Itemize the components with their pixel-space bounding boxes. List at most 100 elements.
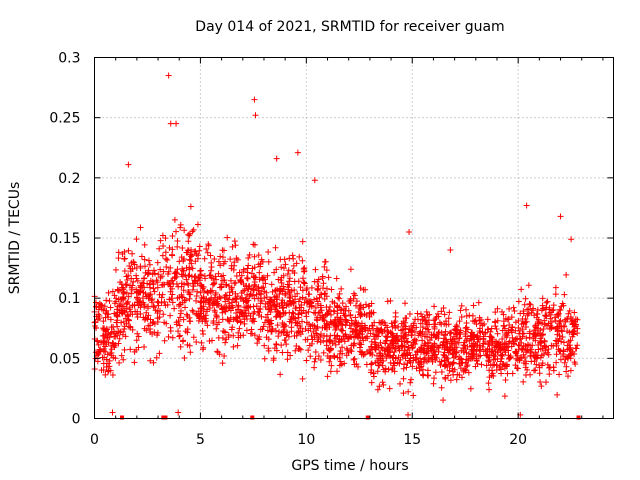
data-point bbox=[115, 249, 122, 256]
data-point bbox=[196, 243, 203, 250]
data-point bbox=[245, 255, 252, 262]
data-point bbox=[266, 323, 273, 330]
data-point bbox=[419, 313, 426, 320]
data-point bbox=[219, 277, 226, 284]
data-point bbox=[182, 272, 189, 279]
data-point bbox=[536, 362, 543, 369]
data-point bbox=[477, 346, 484, 353]
data-point bbox=[338, 327, 345, 334]
data-point bbox=[423, 308, 430, 315]
data-point bbox=[553, 359, 560, 366]
data-point bbox=[308, 332, 315, 339]
data-point bbox=[168, 251, 175, 258]
data-point bbox=[458, 302, 465, 309]
data-point bbox=[233, 296, 240, 303]
data-point bbox=[560, 339, 567, 346]
data-point bbox=[325, 345, 332, 352]
data-point bbox=[265, 347, 272, 354]
data-point bbox=[492, 309, 499, 316]
data-point bbox=[431, 317, 438, 324]
data-point bbox=[281, 321, 288, 328]
data-point bbox=[95, 311, 102, 318]
data-point bbox=[183, 265, 190, 272]
data-point bbox=[258, 256, 265, 263]
data-point bbox=[571, 324, 578, 331]
data-point bbox=[516, 330, 523, 337]
data-point bbox=[442, 362, 449, 369]
data-point bbox=[375, 333, 382, 340]
data-point bbox=[369, 323, 376, 330]
data-point bbox=[362, 335, 369, 342]
data-point bbox=[251, 253, 258, 260]
data-point bbox=[450, 354, 457, 361]
data-point bbox=[256, 305, 263, 312]
data-point bbox=[317, 314, 324, 321]
data-point bbox=[473, 348, 480, 355]
data-point bbox=[129, 326, 136, 333]
data-point bbox=[244, 269, 251, 276]
data-point bbox=[235, 302, 242, 309]
data-point bbox=[199, 346, 206, 353]
data-point bbox=[231, 262, 238, 269]
data-point bbox=[438, 384, 445, 391]
data-point bbox=[206, 305, 213, 312]
data-point bbox=[388, 330, 395, 337]
data-point bbox=[256, 290, 263, 297]
data-point bbox=[260, 323, 267, 330]
data-point bbox=[569, 317, 576, 324]
data-point bbox=[491, 353, 498, 360]
data-point bbox=[447, 361, 454, 368]
data-point bbox=[215, 258, 222, 265]
data-point bbox=[368, 360, 375, 367]
data-point bbox=[422, 325, 429, 332]
data-point bbox=[141, 256, 148, 263]
data-point bbox=[290, 310, 297, 317]
data-point bbox=[557, 307, 564, 314]
data-point bbox=[543, 299, 550, 306]
data-point bbox=[489, 348, 496, 355]
data-point bbox=[98, 306, 105, 313]
data-point bbox=[320, 280, 327, 287]
data-point bbox=[116, 359, 123, 366]
data-point bbox=[116, 309, 123, 316]
data-point bbox=[160, 268, 167, 275]
data-point bbox=[430, 380, 437, 387]
data-point bbox=[504, 344, 511, 351]
data-point bbox=[251, 318, 258, 325]
data-point bbox=[127, 282, 134, 289]
data-point bbox=[227, 256, 234, 263]
data-point bbox=[481, 320, 488, 327]
data-point bbox=[546, 371, 553, 378]
data-point bbox=[504, 370, 511, 377]
data-point bbox=[357, 312, 364, 319]
data-point bbox=[545, 346, 552, 353]
data-point bbox=[193, 292, 200, 299]
data-point bbox=[221, 352, 228, 359]
data-point bbox=[502, 349, 509, 356]
data-point bbox=[532, 323, 539, 330]
data-point bbox=[297, 284, 304, 291]
data-point bbox=[282, 261, 289, 268]
data-point bbox=[102, 371, 109, 378]
data-point bbox=[212, 309, 219, 316]
data-point bbox=[345, 334, 352, 341]
data-point bbox=[363, 361, 370, 368]
data-point bbox=[272, 244, 279, 251]
data-point bbox=[252, 112, 259, 119]
data-point bbox=[409, 363, 416, 370]
data-point bbox=[385, 329, 392, 336]
data-point bbox=[153, 354, 160, 361]
data-point bbox=[177, 224, 184, 231]
data-point bbox=[447, 344, 454, 351]
data-point bbox=[504, 316, 511, 323]
data-point bbox=[532, 367, 539, 374]
data-point bbox=[312, 355, 319, 362]
data-point bbox=[280, 324, 287, 331]
data-point bbox=[558, 338, 565, 345]
data-point bbox=[454, 323, 461, 330]
data-point bbox=[319, 324, 326, 331]
data-point bbox=[184, 341, 191, 348]
data-point bbox=[295, 311, 302, 318]
data-point bbox=[331, 319, 338, 326]
data-point bbox=[265, 258, 272, 265]
